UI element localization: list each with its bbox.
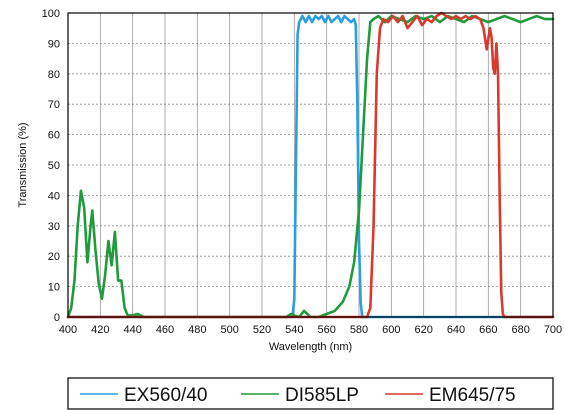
x-tick-label-580: 580 [350,324,368,336]
legend: EX560/40 DI585LP EM645/75 [67,377,554,410]
y-tick-label-10: 10 [48,282,60,294]
x-tick-label-680: 680 [511,324,529,336]
x-tick-label-480: 480 [188,324,206,336]
x-tick-label-440: 440 [123,324,141,336]
x-tick-label-700: 700 [544,324,562,336]
x-tick-label-640: 640 [447,324,465,336]
series-line-em645-75 [66,11,555,319]
x-tick-label-600: 600 [382,324,400,336]
x-axis-title: Wavelength (nm) [269,341,352,353]
x-tick-label-420: 420 [91,324,109,336]
x-tick-label-620: 620 [414,324,432,336]
x-tick-label-400: 400 [59,324,77,336]
y-tick-label-90: 90 [48,38,60,50]
series-line-di585lp [66,14,555,319]
x-axis-tick-labels: 400 420 440 460 480 500 520 540 560 580 600 620 640 6… [59,324,562,336]
y-tick-label-20: 20 [48,251,60,263]
x-tick-label-520: 520 [253,324,271,336]
y-tick-label-50: 50 [48,160,60,172]
x-tick-label-500: 500 [220,324,238,336]
y-axis-tick-labels: 0 10 20 30 40 50 60 70 80 90 100 [42,8,60,324]
legend-label-di585lp: DI585LP [285,385,359,406]
y-tick-label-60: 60 [48,130,60,142]
series-lines [66,11,555,319]
y-tick-label-0: 0 [54,312,60,324]
y-tick-label-30: 30 [48,221,60,233]
x-tick-label-660: 660 [479,324,497,336]
series-line-ex560-40 [66,14,555,319]
y-tick-label-40: 40 [48,190,60,202]
y-tick-label-80: 80 [48,69,60,81]
legend-label-ex560-40: EX560/40 [124,385,207,406]
legend-box [67,377,554,410]
x-tick-label-540: 540 [285,324,303,336]
y-axis-title: Transmission (%) [17,122,29,207]
x-tick-label-460: 460 [156,324,174,336]
y-tick-label-70: 70 [48,99,60,111]
plot-area-frame [67,12,554,318]
x-tick-label-560: 560 [317,324,335,336]
y-tick-label-100: 100 [42,8,60,20]
legend-label-em645-75: EM645/75 [429,385,516,406]
grid-lines [68,13,553,317]
